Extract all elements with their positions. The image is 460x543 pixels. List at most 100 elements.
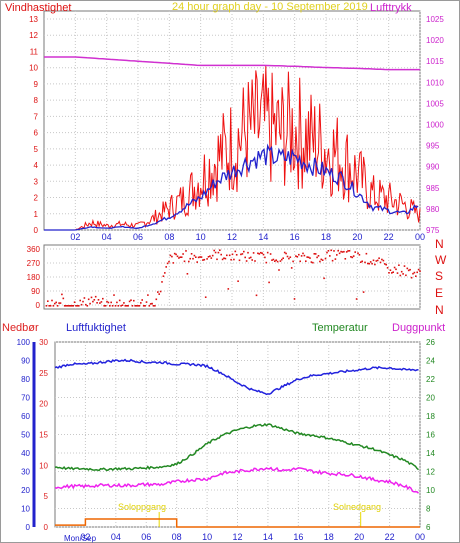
direction-point	[221, 258, 224, 261]
direction-point	[68, 305, 70, 307]
direction-point	[220, 253, 222, 256]
direction-point	[80, 303, 83, 306]
direction-point	[161, 281, 163, 283]
direction-point	[415, 275, 417, 277]
direction-point	[231, 253, 234, 256]
direction-point	[368, 262, 371, 265]
direction-point	[183, 260, 186, 263]
direction-point	[338, 252, 341, 255]
direction-point	[371, 262, 373, 265]
direction-point	[206, 258, 208, 260]
direction-point	[103, 305, 105, 307]
humidity-y-tick-label: 80	[21, 375, 30, 384]
direction-point	[261, 252, 263, 254]
direction-point	[209, 255, 211, 257]
direction-point	[345, 251, 348, 253]
direction-point	[123, 302, 125, 304]
direction-point	[329, 255, 331, 257]
direction-point	[86, 305, 89, 307]
direction-point	[130, 299, 132, 301]
direction-point	[47, 300, 49, 302]
dewpoint-axis-title: Duggpunkt	[392, 322, 445, 334]
direction-point	[412, 272, 414, 275]
direction-point	[293, 298, 296, 300]
direction-point	[386, 267, 389, 269]
direction-point	[306, 256, 308, 258]
direction-y-tick-label: 360	[27, 245, 41, 254]
direction-point	[259, 251, 262, 254]
wind-y-tick-label: 3	[34, 177, 39, 186]
direction-point	[93, 299, 96, 301]
climate-x-tick-label: 22	[385, 532, 395, 542]
temperature-y-tick-label: 10	[426, 486, 435, 495]
direction-point	[238, 259, 241, 262]
direction-point	[230, 258, 232, 261]
wind-y-tick-label: 12	[29, 31, 38, 40]
direction-point	[223, 257, 225, 259]
wind-x-tick-label: 06	[133, 232, 143, 242]
direction-point	[403, 265, 406, 267]
humidity-series	[54, 358, 419, 396]
direction-point	[199, 256, 201, 258]
direction-point	[361, 260, 363, 263]
direction-point	[144, 305, 146, 307]
direction-point	[214, 251, 217, 254]
temperature-y-tick-label: 14	[426, 449, 435, 458]
wind-x-tick-label: 18	[321, 232, 331, 242]
direction-point	[336, 254, 338, 256]
direction-point	[113, 294, 115, 296]
direction-point	[180, 256, 183, 258]
direction-point	[127, 305, 129, 307]
direction-point	[279, 260, 282, 262]
rain-y-tick-label: 10	[39, 461, 48, 470]
direction-point	[352, 255, 355, 257]
direction-point	[202, 259, 204, 261]
wind-y-tick-label: 11	[30, 47, 39, 56]
pressure-y-tick-label: 990	[426, 163, 440, 172]
direction-point	[402, 273, 404, 275]
compass-letter-w: W	[435, 253, 447, 267]
compass-letter-n-bottom: N	[435, 303, 444, 317]
direction-point	[65, 305, 67, 307]
chart-plot-layer: 0123456789101112139759809859909951000100…	[17, 11, 444, 542]
humidity-y-tick-label: 40	[21, 449, 30, 458]
rain-series	[55, 518, 420, 528]
climate-x-tick-label: 00	[415, 532, 425, 542]
pressure-y-tick-label: 1015	[426, 57, 444, 66]
direction-point	[295, 255, 297, 257]
direction-point	[312, 261, 314, 264]
rain-y-tick-label: 20	[39, 400, 48, 409]
direction-point	[135, 305, 138, 307]
direction-point	[140, 302, 142, 304]
wind-x-tick-label: 10	[196, 232, 206, 242]
pressure-y-tick-label: 1000	[426, 121, 444, 130]
direction-point	[392, 271, 394, 273]
direction-point	[247, 251, 249, 254]
direction-point	[375, 260, 378, 262]
direction-point	[172, 262, 175, 264]
compass-letter-e: E	[435, 286, 443, 300]
direction-point	[276, 260, 279, 263]
direction-point	[152, 305, 155, 307]
direction-point	[405, 274, 407, 277]
direction-point	[83, 297, 86, 299]
direction-point	[110, 301, 112, 304]
direction-point	[331, 259, 334, 262]
direction-point	[55, 301, 57, 304]
temperature-y-tick-label: 6	[426, 523, 431, 532]
direction-point	[188, 260, 190, 263]
direction-point	[63, 305, 66, 307]
climate-x-tick-label: 14	[263, 532, 273, 542]
wind-x-tick-label: 02	[70, 232, 80, 242]
direction-point	[269, 253, 272, 255]
direction-y-tick-label: 180	[27, 273, 41, 282]
direction-point	[82, 300, 84, 303]
pressure-axis-title: Lufttrykk	[370, 2, 412, 14]
direction-point	[406, 267, 409, 270]
direction-point	[233, 258, 235, 261]
direction-point	[374, 263, 376, 266]
direction-point	[385, 263, 387, 266]
direction-point	[124, 305, 127, 307]
direction-point	[138, 305, 141, 307]
